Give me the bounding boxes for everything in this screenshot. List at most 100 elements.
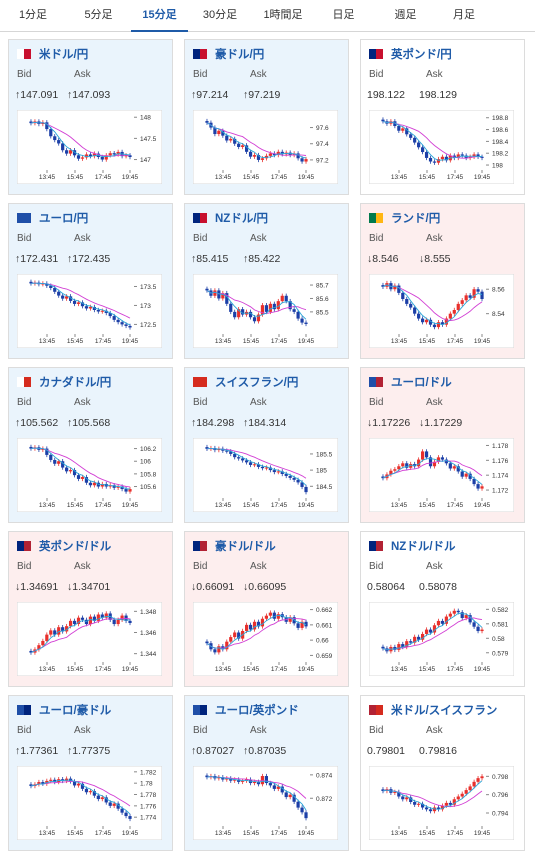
candle (436, 322, 441, 328)
candle (116, 619, 120, 625)
ma-short-line (30, 779, 131, 815)
rate-card-zarjpy[interactable]: ランド/円 Bid Ask ↓8.546 ↓8.555 8.56 8.54 13:45 15:4… (360, 203, 525, 359)
rate-card-cadjpy[interactable]: カナダドル/円 Bid Ask ↑105.562 ↑105.568 106.2 106 105… (8, 367, 173, 523)
rate-card-audjpy[interactable]: 豪ドル/円 Bid Ask ↑97.214 ↑97.219 97.6 97.4 97.2 13:… (184, 39, 349, 195)
pair-name-link[interactable]: 豪ドル/円 (215, 49, 265, 61)
candle (104, 797, 108, 803)
candle (284, 474, 288, 476)
pair-name-link[interactable]: 米ドル/スイスフラン (391, 705, 498, 717)
candle (296, 801, 300, 808)
pair-name-link[interactable]: 米ドル/円 (39, 49, 89, 61)
rate-card-usdchf[interactable]: 米ドル/スイスフラン Bid Ask 0.79801 0.79816 0.798 0.796… (360, 695, 525, 851)
price-chart[interactable]: 0.582 0.581 0.58 0.579 13:45 15:45 17:45 19:45 (369, 602, 514, 676)
rate-card-eurgbp[interactable]: ユーロ/英ポンド Bid Ask ↑0.87027 ↑0.87035 0.874 0.872… (184, 695, 349, 851)
price-chart[interactable]: 185.5 185 184.5 13:45 15:45 17:45 19:45 (193, 438, 338, 512)
candle (472, 478, 476, 485)
ma-short-line (206, 614, 307, 650)
candle (252, 317, 257, 322)
candle (436, 159, 441, 163)
price-chart[interactable]: 0.662 0.661 0.66 0.659 13:45 15:45 17:45 19:45 (193, 602, 338, 676)
candle (417, 142, 421, 148)
rate-card-usdjpy[interactable]: 米ドル/円 Bid Ask ↑147.091 ↑147.093 148 147.5 147 13… (8, 39, 173, 195)
candle (409, 797, 413, 802)
tab-6[interactable]: 週足 (394, 9, 417, 21)
price-chart[interactable]: 1.348 1.346 1.344 13:45 15:45 17:45 19:45 (17, 602, 162, 676)
price-chart[interactable]: 0.874 0.872 13:45 15:45 17:45 19:45 (193, 766, 338, 840)
flag-icon (17, 377, 31, 387)
candle (221, 293, 225, 299)
pair-name-link[interactable]: ユーロ/英ポンド (215, 705, 299, 717)
candle (237, 143, 241, 147)
candle (272, 612, 276, 619)
price-chart[interactable]: 8.56 8.54 13:45 15:45 17:45 19:45 (369, 274, 514, 348)
candle (241, 458, 245, 461)
pair-name-link[interactable]: ユーロ/ドル (391, 377, 452, 389)
rate-card-eurusd[interactable]: ユーロ/ドル Bid Ask ↓1.17226 ↓1.17229 1.178 1.176 1.… (360, 367, 525, 523)
price-chart[interactable]: 1.178 1.176 1.174 1.172 13:45 15:45 17:45 19:45 (369, 438, 514, 512)
rate-card-gbpusd[interactable]: 英ポンド/ドル Bid Ask ↓1.34691 ↓1.34701 1.348 1.346 1… (8, 531, 173, 687)
tab-3[interactable]: 30分足 (202, 9, 238, 21)
pair-name-link[interactable]: ユーロ/円 (39, 213, 89, 225)
y-tick-label: 1.346 (140, 630, 157, 637)
candle (244, 624, 249, 631)
ask-value: ↑184.314 (243, 417, 287, 429)
tab-7[interactable]: 月足 (453, 9, 475, 21)
pair-name-link[interactable]: NZドル/円 (215, 213, 269, 225)
ma-long-line (382, 789, 483, 808)
rate-card-gbpjpy[interactable]: 英ポンド/円 Bid Ask 198.122 198.129 198.8 198.6 198.… (360, 39, 525, 195)
candle (393, 791, 397, 793)
candle (76, 302, 81, 304)
tab-0[interactable]: 1分足 (18, 9, 48, 21)
tab-1[interactable]: 5分足 (84, 9, 113, 21)
y-tick-label: 105.6 (140, 484, 157, 491)
pair-header: 豪ドル/円 (193, 47, 264, 61)
candle (29, 784, 33, 787)
price-chart[interactable]: 198.8 198.6 198.4 198.2 198 13:45 15:45 17:45 19… (369, 110, 514, 184)
candle (241, 780, 245, 782)
tab-5[interactable]: 日足 (332, 9, 355, 21)
tab-2[interactable]: 15分足 (131, 0, 188, 32)
bid-value: ↑0.87027 (191, 745, 235, 757)
price-chart[interactable]: 85.7 85.6 85.5 13:45 15:45 17:45 19:45 (193, 274, 338, 348)
pair-name-link[interactable]: 英ポンド/円 (391, 49, 452, 61)
pair-name-link[interactable]: NZドル/ドル (391, 541, 456, 553)
candle (424, 807, 429, 810)
bid-value: ↓8.546 (367, 253, 399, 265)
x-tick-label: 17:45 (271, 666, 288, 673)
bid-label: Bid (17, 561, 32, 572)
tab-4[interactable]: 1時間足 (263, 9, 303, 21)
candle (409, 303, 413, 308)
rate-card-eurjpy[interactable]: ユーロ/円 Bid Ask ↑172.431 ↑172.435 173.5 173 172.5… (8, 203, 173, 359)
y-tick-label: 1.172 (492, 488, 509, 495)
candle (401, 463, 405, 467)
price-chart[interactable]: 106.2 106 105.8 105.6 13:45 15:45 17:45 19:45 (17, 438, 162, 512)
price-chart[interactable]: 97.6 97.4 97.2 13:45 15:45 17:45 19:45 (193, 110, 338, 184)
candle (428, 629, 433, 633)
pair-name-link[interactable]: ランド/円 (391, 213, 441, 225)
pair-name-link[interactable]: 豪ドル/ドル (215, 541, 276, 553)
rate-card-euraud[interactable]: ユーロ/豪ドル Bid Ask ↑1.77361 ↑1.77375 1.782 1.78 1.… (8, 695, 173, 851)
candle (84, 477, 89, 483)
candle (37, 645, 41, 650)
price-chart[interactable]: 148 147.5 147 13:45 15:45 17:45 19:45 (17, 110, 162, 184)
candle (276, 151, 280, 156)
price-chart[interactable]: 173.5 173 172.5 13:45 15:45 17:45 19:45 (17, 274, 162, 348)
pair-name-link[interactable]: ユーロ/豪ドル (39, 705, 112, 717)
pair-name-link[interactable]: 英ポンド/ドル (39, 541, 112, 553)
rate-card-nzdjpy[interactable]: NZドル/円 Bid Ask ↑85.415 ↑85.422 85.7 85.6 85.5 13… (184, 203, 349, 359)
candle (80, 157, 85, 159)
price-chart[interactable]: 1.782 1.78 1.778 1.776 1.774 13:45 15:45 17:45 1… (17, 766, 162, 840)
y-tick-label: 0.662 (316, 607, 333, 614)
candle (213, 127, 217, 135)
price-chart[interactable]: 0.798 0.796 0.794 13:45 15:45 17:45 19:45 (369, 766, 514, 840)
pair-name-link[interactable]: スイスフラン/円 (215, 377, 299, 389)
rate-card-nzdusd[interactable]: NZドル/ドル Bid Ask 0.58064 0.58078 0.582 0.581 0.5… (360, 531, 525, 687)
candle (428, 809, 433, 812)
candle (472, 154, 476, 157)
pair-name-link[interactable]: カナダドル/円 (39, 377, 112, 389)
rate-card-audusd[interactable]: 豪ドル/ドル Bid Ask ↓0.66091 ↓0.66095 0.662 0.661 0.… (184, 531, 349, 687)
candle (472, 622, 476, 627)
candle (68, 470, 73, 472)
rate-card-chfjpy[interactable]: スイスフラン/円 Bid Ask ↑184.298 ↑184.314 185.5 185 18… (184, 367, 349, 523)
candle (304, 159, 308, 162)
